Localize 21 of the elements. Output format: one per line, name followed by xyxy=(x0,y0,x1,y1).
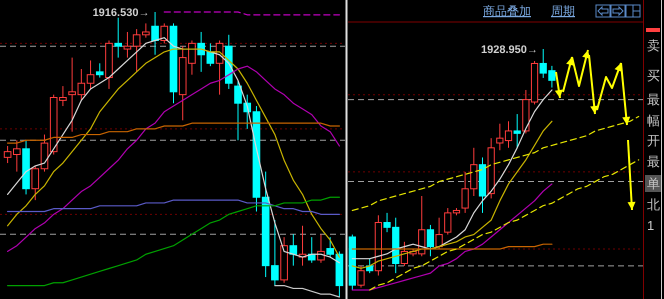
candlestick xyxy=(289,234,298,266)
text: 幅 xyxy=(647,113,660,128)
text: 商品叠加 xyxy=(483,4,531,18)
candlestick xyxy=(357,265,365,288)
candlestick xyxy=(426,224,434,257)
candlestick xyxy=(514,114,521,148)
text: 1 xyxy=(647,218,654,233)
text: 买 xyxy=(647,68,660,83)
text: 最 xyxy=(647,92,660,107)
text: 最 xyxy=(647,154,660,169)
candlestick xyxy=(96,62,104,78)
candlestick xyxy=(124,31,132,58)
annotation: 1916.530→ xyxy=(92,7,150,19)
text: 北 xyxy=(647,197,660,212)
text: 卖 xyxy=(647,38,660,53)
candlestick xyxy=(114,17,122,58)
text: 单 xyxy=(647,176,660,191)
text: 开 xyxy=(647,133,660,148)
text: 周期 xyxy=(551,4,575,18)
annotation: 1928.950→ xyxy=(480,44,538,56)
candlestick xyxy=(151,12,159,56)
